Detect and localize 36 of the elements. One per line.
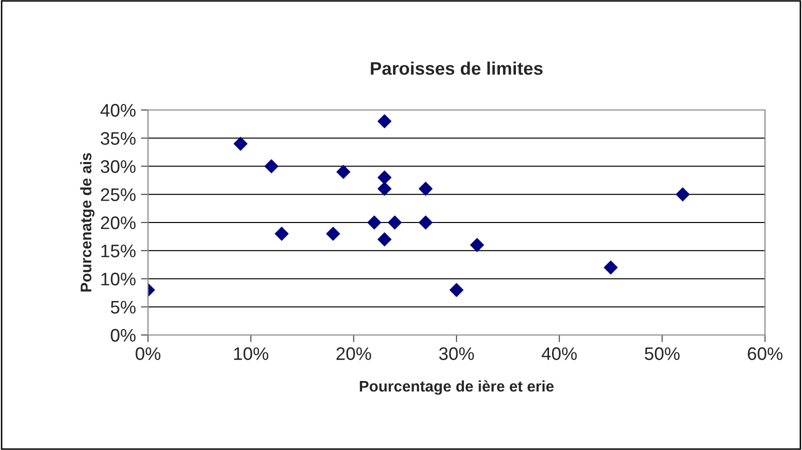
point <box>418 182 433 196</box>
x-tick-label: 50% <box>644 347 680 360</box>
y-tick-label: 0% <box>110 328 136 342</box>
y-tick-label: 20% <box>100 216 136 230</box>
x-tick-label: 40% <box>542 347 577 360</box>
point <box>378 114 392 128</box>
point <box>378 170 392 184</box>
point <box>676 187 690 202</box>
point <box>450 283 464 297</box>
point <box>604 260 618 274</box>
x-tick-label: 0% <box>136 347 160 360</box>
point <box>378 232 392 246</box>
point <box>367 216 382 230</box>
y-tick-label: 25% <box>100 188 136 202</box>
y-tick-label: 40% <box>100 104 136 117</box>
y-tick-label: 35% <box>100 132 136 145</box>
y-tick-label: 5% <box>110 300 136 314</box>
point <box>326 226 340 241</box>
point <box>336 164 350 179</box>
x-tick-label: 20% <box>336 347 372 360</box>
point <box>418 216 433 230</box>
point <box>470 238 484 252</box>
point <box>234 136 248 151</box>
y-axis-title: Pourcenatge de ais <box>80 153 94 292</box>
point <box>388 216 402 230</box>
y-tick-label: 10% <box>101 272 136 286</box>
point <box>378 182 392 196</box>
x-tick-label: 30% <box>439 347 474 360</box>
x-tick-label: 60% <box>748 347 782 360</box>
x-axis-title: Pourcentage de ière et erie <box>360 380 554 395</box>
y-tick-label: 30% <box>100 160 136 173</box>
y-tick-label: 15% <box>101 244 136 258</box>
x-tick-label: 10% <box>234 347 268 360</box>
chart-title: Paroisses de limites <box>370 62 543 75</box>
point <box>264 159 278 174</box>
point <box>274 226 289 241</box>
